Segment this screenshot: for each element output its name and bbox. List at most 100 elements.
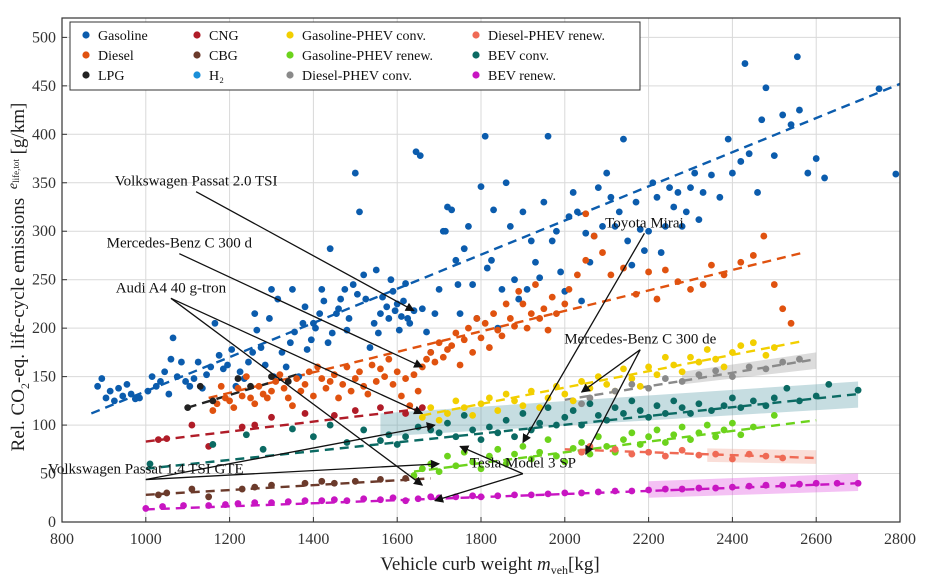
point-diesel xyxy=(477,334,485,342)
point-lpg xyxy=(284,378,292,385)
point-gasoline-phev-renew xyxy=(527,455,535,463)
point-bev-renew xyxy=(414,495,422,503)
point-gasoline-phev-renew xyxy=(720,426,728,434)
point-bev-renew xyxy=(343,497,351,505)
point-diesel xyxy=(347,387,355,395)
point-gasoline xyxy=(353,290,361,298)
point-bev-conv xyxy=(502,416,510,424)
point-gasoline xyxy=(182,378,190,385)
point-diesel-phev-renew xyxy=(695,451,703,459)
legend-item-gasoline-phev-renew: Gasoline-PHEV renew. xyxy=(286,49,433,64)
point-gasoline xyxy=(320,297,328,305)
point-bev-conv xyxy=(796,397,803,405)
point-gasoline xyxy=(615,208,623,216)
point-gasoline xyxy=(372,266,380,274)
point-bev-conv xyxy=(636,407,644,414)
point-bev-conv xyxy=(594,411,602,419)
point-diesel xyxy=(561,300,569,308)
point-gasoline xyxy=(341,285,349,293)
point-cbg xyxy=(351,477,359,485)
svg-text:Rel. CO2-eq. life-cycle emissi: Rel. CO2-eq. life-cycle emissions elife,… xyxy=(3,103,32,452)
point-gasoline-phev-renew xyxy=(544,436,552,444)
point-gasoline xyxy=(708,171,715,179)
point-bev-renew xyxy=(762,481,770,489)
point-diesel xyxy=(230,404,238,412)
point-diesel xyxy=(490,310,497,318)
point-gasoline-phev-conv xyxy=(678,368,686,376)
point-gasoline-phev-renew xyxy=(511,450,518,458)
point-diesel xyxy=(414,387,422,395)
point-bev-conv xyxy=(289,425,296,433)
point-cng xyxy=(402,410,409,417)
legend-marker xyxy=(193,51,201,59)
point-bev-conv xyxy=(310,433,317,441)
point-diesel xyxy=(511,322,518,330)
annotation-toyota-mirai: Toyota Mirai xyxy=(522,215,684,444)
legend-item-diesel-phev-conv: Diesel-PHEV conv. xyxy=(286,69,412,84)
point-diesel xyxy=(356,368,363,376)
point-gasoline-phev-renew xyxy=(620,436,627,444)
point-gasoline xyxy=(607,193,615,201)
point-gasoline xyxy=(224,361,231,369)
point-gasoline xyxy=(582,229,590,237)
point-bev-conv xyxy=(209,441,217,448)
point-bev-conv xyxy=(553,421,560,429)
legend-label: BEV conv. xyxy=(488,49,549,64)
point-diesel xyxy=(301,380,309,388)
point-gasoline-phev-conv xyxy=(418,413,426,421)
point-diesel xyxy=(599,249,606,256)
point-diesel xyxy=(284,394,292,402)
point-bev-conv xyxy=(544,404,552,412)
point-diesel xyxy=(687,285,694,293)
point-diesel xyxy=(318,375,326,382)
point-gasoline xyxy=(687,184,694,192)
point-gasoline-phev-conv xyxy=(703,346,711,353)
trend-gasoline-phev-conv xyxy=(422,340,800,417)
point-gasoline xyxy=(511,276,518,284)
point-diesel xyxy=(217,382,225,390)
point-cng xyxy=(330,411,338,419)
annotation-mercedes-benz-c-300-de: Mercedes-Benz C 300 de xyxy=(564,332,717,455)
point-diesel xyxy=(573,271,581,279)
point-diesel xyxy=(293,375,301,382)
series-gasoline xyxy=(94,53,900,405)
point-diesel xyxy=(393,368,401,376)
point-bev-conv xyxy=(427,426,435,434)
annotation-arrow xyxy=(585,349,641,455)
point-gasoline xyxy=(307,336,315,344)
point-gasoline xyxy=(557,268,565,276)
point-bev-conv xyxy=(762,402,770,410)
point-bev-conv xyxy=(653,402,661,410)
point-gasoline xyxy=(477,183,485,191)
legend-label: BEV renew. xyxy=(488,69,556,84)
point-gasoline xyxy=(737,158,745,165)
point-gasoline-phev-conv xyxy=(661,353,669,361)
point-cng xyxy=(351,407,359,414)
annotation-volkswagen-passat-1-4-tsi-gte: Volkswagen Passat 1.4 TSI GTE xyxy=(48,422,441,481)
point-gasoline xyxy=(349,281,357,288)
point-gasoline xyxy=(328,329,336,337)
point-gasoline-phev-renew xyxy=(749,423,757,431)
point-gasoline xyxy=(249,348,257,356)
point-diesel xyxy=(397,392,405,400)
point-gasoline xyxy=(389,287,397,295)
point-gasoline xyxy=(362,295,370,303)
point-gasoline xyxy=(666,184,673,192)
point-gasoline-phev-renew xyxy=(569,444,577,452)
point-diesel xyxy=(255,382,263,390)
point-gasoline xyxy=(628,261,636,269)
point-bev-renew xyxy=(205,502,213,509)
point-gasoline xyxy=(498,285,506,293)
annotation-label: Mercedes-Benz C 300 d xyxy=(107,236,253,252)
point-gasoline-phev-conv xyxy=(485,394,493,402)
point-diesel xyxy=(548,293,556,301)
point-bev-conv xyxy=(452,433,460,441)
point-gasoline xyxy=(165,390,173,398)
point-bev-renew xyxy=(377,496,384,504)
point-gasoline xyxy=(110,397,118,405)
series-diesel xyxy=(209,210,795,414)
point-bev-renew xyxy=(745,482,753,490)
point-gasoline xyxy=(481,132,489,140)
series-gasoline-phev-conv xyxy=(418,339,778,424)
